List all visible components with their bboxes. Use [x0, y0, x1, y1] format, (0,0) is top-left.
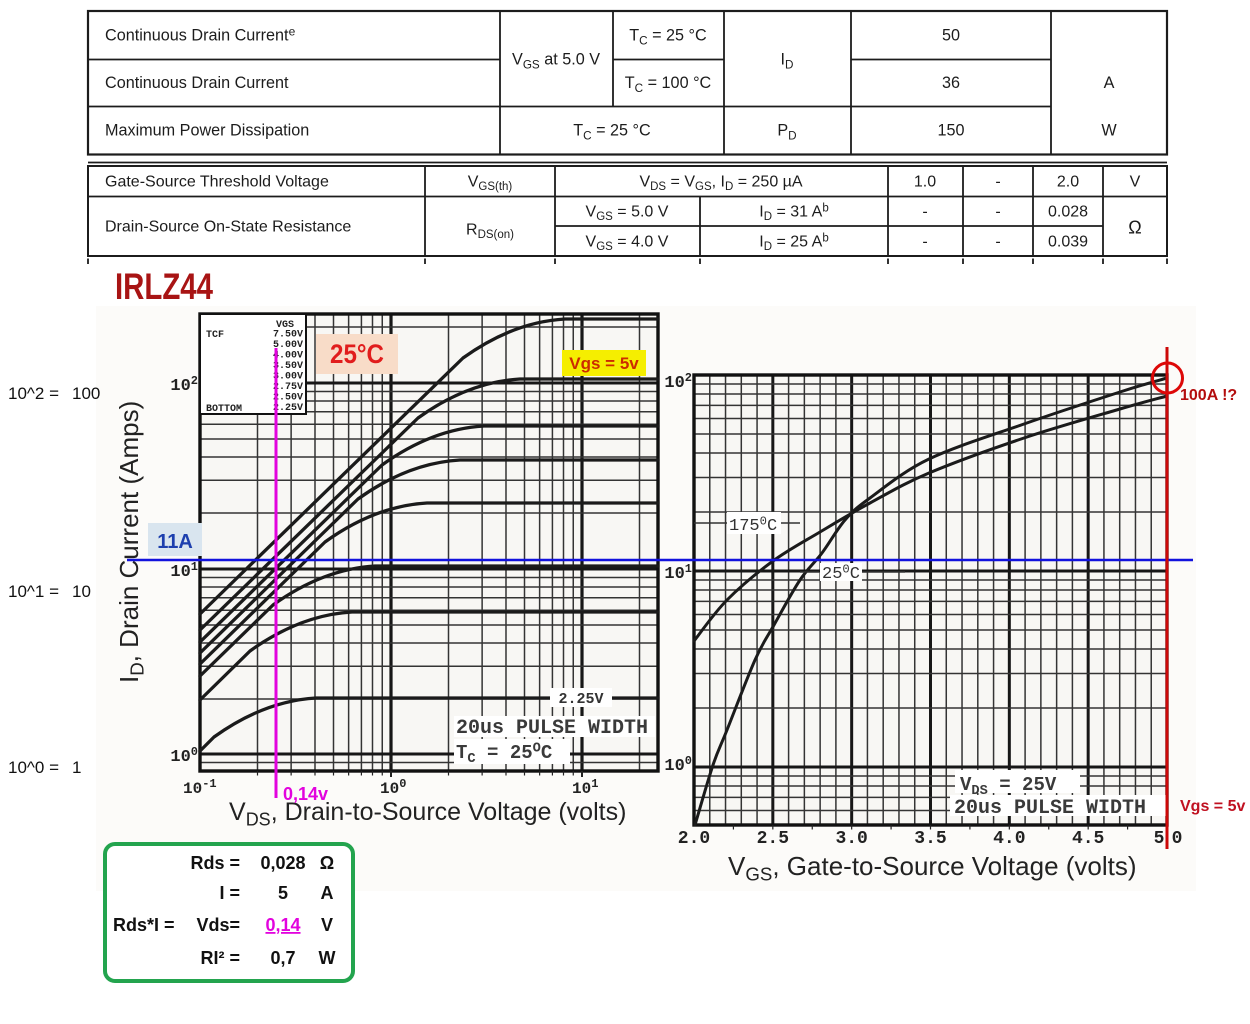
svg-text:2.75V: 2.75V — [273, 382, 303, 393]
svg-text:0: 0 — [1172, 829, 1183, 849]
svg-text:2.25V: 2.25V — [273, 403, 303, 414]
svg-text:IRLZ44: IRLZ44 — [115, 266, 213, 307]
svg-text:1.0: 1.0 — [914, 174, 936, 191]
svg-text:101: 101 — [170, 560, 198, 582]
svg-text:0,7: 0,7 — [270, 948, 295, 968]
svg-text:100: 100 — [170, 745, 198, 767]
svg-text:-: - — [995, 174, 1000, 191]
svg-text:VGS​ at 5.0 V: VGS​ at 5.0 V — [512, 51, 600, 72]
svg-text:ID​, Drain Current (Amps): ID​, Drain Current (Amps) — [114, 401, 148, 683]
svg-text:50: 50 — [942, 27, 960, 45]
svg-text:-: - — [995, 234, 1000, 251]
svg-text:0.028: 0.028 — [1048, 204, 1088, 221]
svg-text:RI² =: RI² = — [200, 948, 240, 968]
svg-text:Rds*I =: Rds*I = — [113, 915, 175, 935]
svg-text:10: 10 — [72, 582, 91, 601]
svg-text:2.0: 2.0 — [1057, 174, 1079, 191]
svg-text:VDS​, Drain-to-Source Voltage: VDS​, Drain-to-Source Voltage (volts) — [229, 798, 626, 830]
svg-text:25°C: 25°C — [330, 339, 384, 369]
svg-text:Vgs = 5v: Vgs = 5v — [569, 354, 639, 373]
svg-text:0.039: 0.039 — [1048, 234, 1088, 251]
svg-text:VGS(th)​: VGS(th)​ — [468, 174, 513, 194]
svg-text:1: 1 — [72, 758, 81, 777]
svg-text:PD​: PD​ — [777, 122, 796, 143]
svg-text:0,14: 0,14 — [265, 915, 300, 935]
svg-text:7.50V: 7.50V — [273, 330, 303, 341]
svg-text:A: A — [1104, 74, 1115, 92]
svg-text:RDS(on)​: RDS(on)​ — [466, 222, 514, 242]
svg-text:0,14v: 0,14v — [283, 784, 328, 804]
svg-text:2.0: 2.0 — [678, 829, 710, 849]
svg-text:V: V — [1130, 174, 1141, 191]
svg-text:10-1: 10-1 — [183, 777, 217, 798]
svg-text:102: 102 — [664, 371, 692, 393]
svg-text:5: 5 — [278, 883, 288, 903]
svg-text:TCF: TCF — [206, 330, 224, 341]
svg-text:Drain-Source On-State Resistan: Drain-Source On-State Resistance — [105, 219, 351, 236]
svg-text:100: 100 — [664, 754, 692, 776]
svg-text:BOTTOM: BOTTOM — [206, 404, 242, 415]
svg-text:ID​: ID​ — [781, 51, 794, 72]
svg-text:3.50V: 3.50V — [273, 361, 303, 372]
svg-text:0,028: 0,028 — [260, 853, 305, 873]
svg-text:3.5: 3.5 — [914, 829, 946, 849]
svg-text:5: 5 — [1154, 829, 1165, 849]
svg-text:101: 101 — [664, 562, 692, 584]
svg-text:2.25V: 2.25V — [558, 691, 603, 708]
svg-text:TC​ = 100 °C: TC​ = 100 °C — [625, 74, 712, 95]
svg-text:TC​ = 25O​C: TC​ = 25O​C — [456, 742, 552, 768]
svg-text:-: - — [922, 204, 927, 221]
svg-text:Continuous Drain Current: Continuous Drain Current — [105, 74, 289, 92]
svg-text:100: 100 — [380, 777, 406, 798]
svg-text:150: 150 — [937, 122, 964, 140]
svg-text:4.00V: 4.00V — [273, 351, 303, 362]
svg-text:36: 36 — [942, 74, 960, 92]
svg-text:102: 102 — [170, 374, 198, 396]
svg-text:ID​ = 25 Ab​: ID​ = 25 Ab​ — [759, 232, 828, 253]
svg-text:Ω: Ω — [320, 853, 334, 873]
svg-text:-: - — [922, 234, 927, 251]
svg-text:VGS: VGS — [276, 320, 294, 331]
svg-text:Maximum Power Dissipation: Maximum Power Dissipation — [105, 122, 309, 140]
svg-text:250​C: 250​C — [822, 562, 860, 584]
svg-text:1750​C: 1750​C — [729, 514, 777, 536]
svg-text:VGS​, Gate-to-Source Voltage (: VGS​, Gate-to-Source Voltage (volts) — [728, 851, 1137, 885]
svg-text:2.50V: 2.50V — [273, 393, 303, 404]
svg-text:20us PULSE WIDTH: 20us PULSE WIDTH — [954, 797, 1146, 820]
svg-text:Vgs = 5v: Vgs = 5v — [1180, 798, 1245, 815]
svg-text:2.5: 2.5 — [757, 829, 789, 849]
svg-text:5.00V: 5.00V — [273, 340, 303, 351]
svg-text:W: W — [1101, 122, 1117, 140]
svg-text:TC​ = 25 °C: TC​ = 25 °C — [573, 122, 651, 143]
svg-text:Rds =: Rds = — [190, 853, 240, 873]
svg-text:3.0: 3.0 — [835, 829, 867, 849]
svg-text:4.5: 4.5 — [1072, 829, 1104, 849]
svg-text:4.0: 4.0 — [993, 829, 1025, 849]
svg-text:10^0 =: 10^0 = — [8, 758, 59, 777]
svg-text:100A !?: 100A !? — [1180, 387, 1237, 404]
svg-text:Continuous Drain Currente: Continuous Drain Currente — [105, 25, 296, 45]
svg-text:10^2 =: 10^2 = — [8, 384, 59, 403]
svg-text:V: V — [321, 915, 333, 935]
svg-text:20us PULSE WIDTH: 20us PULSE WIDTH — [456, 717, 648, 740]
svg-text:VGS​ = 4.0 V: VGS​ = 4.0 V — [586, 234, 669, 254]
svg-text:ID​ = 31 Ab​: ID​ = 31 Ab​ — [759, 202, 828, 223]
svg-text:-: - — [995, 204, 1000, 221]
svg-text:101: 101 — [572, 777, 598, 798]
svg-text:Vds=: Vds= — [196, 915, 240, 935]
svg-text:W: W — [319, 948, 336, 968]
svg-text:3.00V: 3.00V — [273, 372, 303, 383]
svg-text:VGS​ = 5.0 V: VGS​ = 5.0 V — [586, 204, 669, 224]
svg-text:A: A — [321, 883, 334, 903]
svg-text:10^1 =: 10^1 = — [8, 582, 59, 601]
svg-text:TC​ = 25 °C: TC​ = 25 °C — [629, 27, 707, 48]
svg-text:Gate-Source Threshold Voltage: Gate-Source Threshold Voltage — [105, 174, 329, 191]
svg-text:Ω: Ω — [1128, 218, 1141, 238]
svg-text:11A: 11A — [157, 531, 193, 553]
svg-text:100: 100 — [72, 384, 100, 403]
svg-text:VDS​ = VGS​, ID​ = 250 µA: VDS​ = VGS​, ID​ = 250 µA — [639, 174, 802, 194]
svg-text:I =: I = — [219, 883, 240, 903]
